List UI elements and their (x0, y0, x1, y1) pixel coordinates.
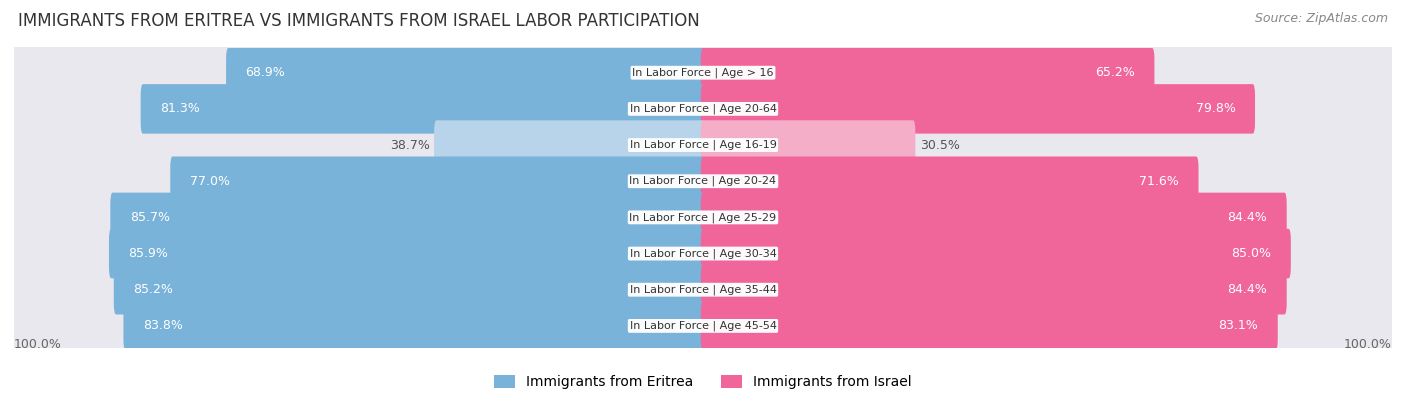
Text: 85.7%: 85.7% (129, 211, 170, 224)
FancyBboxPatch shape (700, 48, 1154, 98)
Text: 81.3%: 81.3% (160, 102, 200, 115)
Text: 100.0%: 100.0% (14, 338, 62, 351)
FancyBboxPatch shape (13, 294, 1393, 357)
Text: In Labor Force | Age 20-64: In Labor Force | Age 20-64 (630, 103, 776, 114)
FancyBboxPatch shape (13, 41, 1393, 104)
Text: In Labor Force | Age 30-34: In Labor Force | Age 30-34 (630, 248, 776, 259)
FancyBboxPatch shape (13, 113, 1393, 177)
Text: Source: ZipAtlas.com: Source: ZipAtlas.com (1254, 12, 1388, 25)
FancyBboxPatch shape (700, 229, 1291, 278)
Legend: Immigrants from Eritrea, Immigrants from Israel: Immigrants from Eritrea, Immigrants from… (489, 370, 917, 395)
Text: 83.8%: 83.8% (143, 320, 183, 333)
Text: 85.9%: 85.9% (128, 247, 169, 260)
Text: 38.7%: 38.7% (389, 139, 429, 152)
Text: 68.9%: 68.9% (246, 66, 285, 79)
FancyBboxPatch shape (141, 84, 706, 134)
Text: In Labor Force | Age 35-44: In Labor Force | Age 35-44 (630, 284, 776, 295)
FancyBboxPatch shape (700, 265, 1286, 314)
FancyBboxPatch shape (700, 120, 915, 170)
Text: 100.0%: 100.0% (1344, 338, 1392, 351)
Text: 85.0%: 85.0% (1232, 247, 1271, 260)
Text: 71.6%: 71.6% (1139, 175, 1180, 188)
Text: 30.5%: 30.5% (920, 139, 960, 152)
Text: 84.4%: 84.4% (1227, 283, 1267, 296)
Text: In Labor Force | Age 16-19: In Labor Force | Age 16-19 (630, 140, 776, 150)
FancyBboxPatch shape (13, 186, 1393, 249)
FancyBboxPatch shape (110, 229, 706, 278)
FancyBboxPatch shape (700, 156, 1198, 206)
Text: 77.0%: 77.0% (190, 175, 229, 188)
Text: In Labor Force | Age 25-29: In Labor Force | Age 25-29 (630, 212, 776, 223)
FancyBboxPatch shape (124, 301, 706, 351)
Text: 83.1%: 83.1% (1219, 320, 1258, 333)
FancyBboxPatch shape (434, 120, 706, 170)
Text: 65.2%: 65.2% (1095, 66, 1135, 79)
FancyBboxPatch shape (13, 150, 1393, 213)
Text: In Labor Force | Age 45-54: In Labor Force | Age 45-54 (630, 321, 776, 331)
FancyBboxPatch shape (13, 258, 1393, 322)
Text: IMMIGRANTS FROM ERITREA VS IMMIGRANTS FROM ISRAEL LABOR PARTICIPATION: IMMIGRANTS FROM ERITREA VS IMMIGRANTS FR… (18, 12, 700, 30)
FancyBboxPatch shape (700, 193, 1286, 242)
FancyBboxPatch shape (700, 301, 1278, 351)
Text: In Labor Force | Age 20-24: In Labor Force | Age 20-24 (630, 176, 776, 186)
FancyBboxPatch shape (170, 156, 706, 206)
Text: 84.4%: 84.4% (1227, 211, 1267, 224)
Text: 79.8%: 79.8% (1195, 102, 1236, 115)
FancyBboxPatch shape (226, 48, 706, 98)
FancyBboxPatch shape (110, 193, 706, 242)
FancyBboxPatch shape (114, 265, 706, 314)
FancyBboxPatch shape (13, 77, 1393, 141)
FancyBboxPatch shape (13, 222, 1393, 285)
Text: 85.2%: 85.2% (134, 283, 173, 296)
FancyBboxPatch shape (700, 84, 1256, 134)
Text: In Labor Force | Age > 16: In Labor Force | Age > 16 (633, 68, 773, 78)
